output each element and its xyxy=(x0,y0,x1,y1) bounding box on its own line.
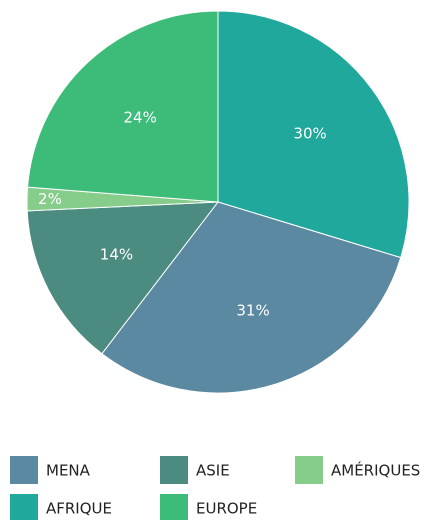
pie-slice xyxy=(101,201,402,394)
slice-label: 30% xyxy=(293,124,326,142)
legend-label: AMÉRIQUES xyxy=(331,461,420,480)
legend-swatch xyxy=(160,456,188,484)
pie-slice xyxy=(27,10,219,203)
pie-slice xyxy=(217,10,410,259)
slice-label: 14% xyxy=(100,246,133,264)
legend-label: AFRIQUE xyxy=(46,500,112,518)
slice-label: 24% xyxy=(124,108,157,126)
legend-swatch xyxy=(10,494,38,520)
legend-label: ASIE xyxy=(196,462,230,480)
slice-label: 31% xyxy=(236,302,269,320)
legend-label: EUROPE xyxy=(196,500,257,518)
pie-slice xyxy=(26,201,220,355)
slice-label: 2% xyxy=(38,190,62,208)
legend-swatch xyxy=(295,456,323,484)
legend-swatch xyxy=(160,494,188,520)
legend-label: MENA xyxy=(46,462,91,480)
legend-swatch xyxy=(10,456,38,484)
